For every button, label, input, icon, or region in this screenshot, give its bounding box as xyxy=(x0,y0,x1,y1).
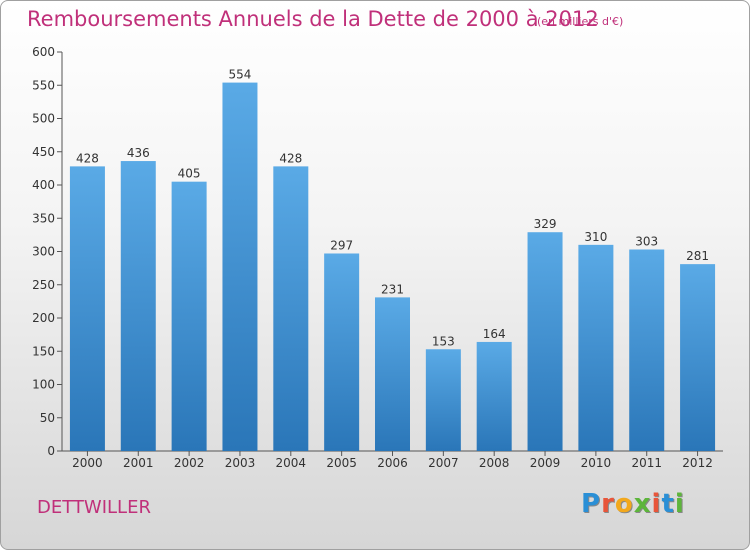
logo-letter: o xyxy=(614,489,634,519)
x-tick-label: 2003 xyxy=(225,456,256,470)
y-tick-label: 350 xyxy=(32,211,55,225)
proxiti-logo[interactable]: Proxiti xyxy=(581,489,685,519)
y-tick-label: 150 xyxy=(32,344,55,358)
logo-letter: P xyxy=(581,489,602,519)
x-tick-label: 2007 xyxy=(428,456,459,470)
bar-2006 xyxy=(375,297,410,451)
y-tick-label: 600 xyxy=(32,45,55,59)
commune-name: DETTWILLER xyxy=(37,497,151,518)
bar-value-label: 310 xyxy=(584,230,607,244)
logo-letter: i xyxy=(651,489,662,519)
chart-title: Remboursements Annuels de la Dette de 20… xyxy=(27,7,599,31)
y-tick-label: 450 xyxy=(32,145,55,159)
x-tick-label: 2012 xyxy=(682,456,713,470)
bar-value-label: 329 xyxy=(534,217,557,231)
x-tick-label: 2011 xyxy=(631,456,662,470)
y-tick-label: 250 xyxy=(32,278,55,292)
bar-2005 xyxy=(324,253,360,451)
bar-value-label: 281 xyxy=(686,249,709,263)
logo-letter: t xyxy=(661,489,675,519)
bar-value-label: 554 xyxy=(229,68,252,82)
y-tick-label: 500 xyxy=(32,112,55,126)
y-tick-label: 0 xyxy=(47,444,55,458)
bar-2009 xyxy=(527,232,563,451)
logo-letter: x xyxy=(633,489,652,519)
bars xyxy=(69,82,716,452)
bar-value-label: 436 xyxy=(127,146,150,160)
bar-value-label: 153 xyxy=(432,334,455,348)
axes: 0 50 100 150 200 250 300 350 400 450 500 550 600 2000… xyxy=(32,45,723,470)
data-labels: 428 436 405 554 428 297 231 153 164 329 310 303 281 xyxy=(76,68,709,349)
chart-subtitle: (en milliers d'€) xyxy=(537,15,624,28)
bar-2010 xyxy=(578,244,614,451)
bar-2002 xyxy=(171,181,207,452)
logo-letter: r xyxy=(601,489,615,519)
x-tick-label: 2006 xyxy=(377,456,408,470)
bar-value-label: 297 xyxy=(330,238,353,252)
bar-value-label: 303 xyxy=(635,235,658,249)
x-tick-label: 2002 xyxy=(174,456,205,470)
bar-2011 xyxy=(629,249,665,451)
bar-2012 xyxy=(680,264,716,451)
y-tick-label: 550 xyxy=(32,78,55,92)
y-tick-label: 50 xyxy=(40,411,55,425)
bar-2004 xyxy=(273,166,309,451)
bar-2001 xyxy=(120,161,156,451)
bar-2007 xyxy=(425,349,461,451)
x-tick-label: 2004 xyxy=(276,456,307,470)
x-tick-label: 2009 xyxy=(530,456,561,470)
logo-letter: i xyxy=(674,489,685,519)
bar-2000 xyxy=(69,166,105,451)
bar-value-label: 428 xyxy=(279,151,302,165)
x-tick-label: 2001 xyxy=(123,456,154,470)
bar-value-label: 405 xyxy=(178,167,201,181)
bar-value-label: 164 xyxy=(483,327,506,341)
y-tick-label: 200 xyxy=(32,311,55,325)
bar-2003 xyxy=(222,82,258,451)
bar-2008 xyxy=(476,341,512,451)
x-tick-label: 2005 xyxy=(326,456,357,470)
bar-value-label: 428 xyxy=(76,151,99,165)
bar-value-label: 231 xyxy=(381,282,404,296)
y-tick-label: 400 xyxy=(32,178,55,192)
y-tick-label: 100 xyxy=(32,378,55,392)
x-tick-label: 2010 xyxy=(581,456,612,470)
y-tick-label: 300 xyxy=(32,245,55,259)
x-tick-label: 2008 xyxy=(479,456,510,470)
x-tick-label: 2000 xyxy=(72,456,103,470)
